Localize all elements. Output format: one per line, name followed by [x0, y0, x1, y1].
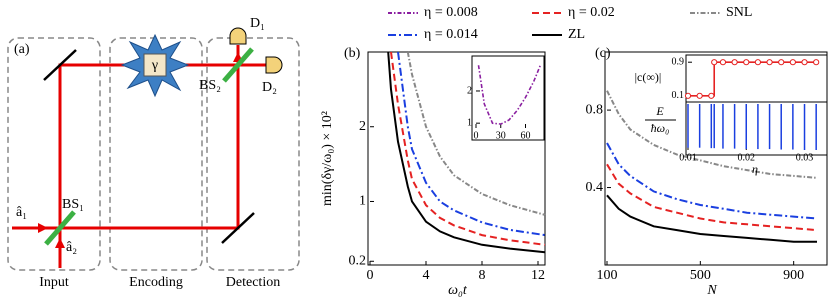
- inset-frame: [471, 55, 545, 141]
- y-tick-label: 2: [359, 119, 366, 134]
- input-label: â₁: [16, 205, 27, 220]
- y-tick-label: 1: [467, 117, 472, 128]
- input-box: [7, 37, 101, 271]
- y2-axis-label: E: [655, 104, 664, 118]
- beam-splitter-label: BS₂: [199, 78, 221, 93]
- x-tick-label: 100: [597, 268, 618, 283]
- marker: [778, 59, 785, 66]
- y-tick-label: 2: [467, 85, 472, 96]
- section-label: Input: [39, 275, 69, 290]
- x-tick-label: 60: [521, 130, 531, 141]
- x-tick-label: 500: [690, 268, 711, 283]
- marker: [813, 59, 820, 66]
- marker: [754, 59, 762, 66]
- y-tick-label: 0.8: [586, 102, 604, 117]
- x-tick-label: 0.02: [738, 152, 756, 163]
- panel-label: (b): [344, 46, 361, 61]
- y-tick-label: 0.1: [672, 90, 685, 101]
- panel-label: (a): [14, 42, 30, 57]
- axes-frame: [604, 51, 828, 266]
- x-tick-label: 0: [474, 130, 479, 141]
- x-tick-label: 4: [423, 268, 430, 283]
- beam-path: [12, 63, 240, 268]
- marker: [711, 59, 718, 66]
- series-line: [606, 163, 818, 232]
- encoding-box: [143, 53, 167, 77]
- y2-axis-unit: ħω₀: [651, 121, 670, 135]
- marker: [743, 59, 750, 66]
- legend-label: SNL: [726, 5, 752, 20]
- series-line: [606, 194, 817, 243]
- marker: [708, 92, 715, 99]
- detection-box: [206, 37, 300, 271]
- x-axis-label: N: [706, 283, 717, 298]
- beam-splitter-label: BS₁: [62, 197, 84, 212]
- axes-frame: [367, 51, 546, 266]
- series-line: [387, 51, 546, 254]
- arrow: [38, 223, 48, 233]
- marker: [719, 59, 727, 66]
- x-tick-label: 8: [479, 268, 486, 283]
- y-tick-label: 0.4: [586, 180, 604, 195]
- marker: [684, 92, 692, 99]
- panel-label: (c): [595, 46, 611, 61]
- marker: [696, 92, 703, 99]
- legend-label: η = 0.014: [424, 27, 478, 42]
- y-axis-label: min(δγ/ω₀) × 10²: [320, 111, 335, 206]
- marker: [801, 59, 808, 66]
- detector-label: D₁: [250, 16, 265, 31]
- series-line: [477, 64, 542, 125]
- x-tick-label: 0.01: [679, 152, 697, 163]
- marker: [731, 59, 738, 66]
- marker: [766, 59, 773, 66]
- section-label: Encoding: [129, 275, 183, 290]
- x-axis-label: ω₀t: [448, 283, 468, 298]
- inset-frame: [685, 54, 828, 156]
- diagram: (a) γ D₁ D₂ BS₂ BS₁ â₁ â₂ Input Encoding…: [7, 16, 300, 290]
- series-line: [406, 51, 546, 216]
- detector-label: D₂: [262, 80, 277, 95]
- series-line: [606, 90, 818, 179]
- y-axis-label: |c(∞)|: [635, 70, 662, 84]
- x-tick-label: 12: [531, 268, 545, 283]
- beam-splitter: [44, 210, 76, 246]
- x-tick-label: 0.03: [796, 152, 814, 163]
- beam-splitter: [222, 47, 254, 83]
- encoding-symbol: γ: [151, 58, 158, 73]
- x-tick-label: 900: [783, 268, 804, 283]
- legend-label: ZL: [568, 27, 585, 42]
- detector: [265, 56, 283, 74]
- x-tick-label: 0: [367, 268, 374, 283]
- input-label: â₂: [66, 240, 77, 255]
- y-tick-label: 0.9: [672, 56, 685, 67]
- y-tick-label: 1: [359, 194, 366, 209]
- x-tick-label: 30: [496, 130, 506, 141]
- mirror: [43, 49, 77, 81]
- section-label: Detection: [226, 275, 280, 290]
- legend-label: η = 0.008: [424, 5, 478, 20]
- mirror: [221, 212, 255, 244]
- y-tick-label: 0.2: [349, 253, 367, 268]
- series-line: [606, 142, 818, 220]
- legend-label: η = 0.02: [568, 5, 615, 20]
- series-line: [390, 51, 546, 246]
- marker: [789, 59, 796, 66]
- arrow: [55, 238, 65, 248]
- x-axis-label: η: [752, 162, 758, 176]
- series-line: [397, 51, 546, 237]
- detector: [229, 27, 247, 45]
